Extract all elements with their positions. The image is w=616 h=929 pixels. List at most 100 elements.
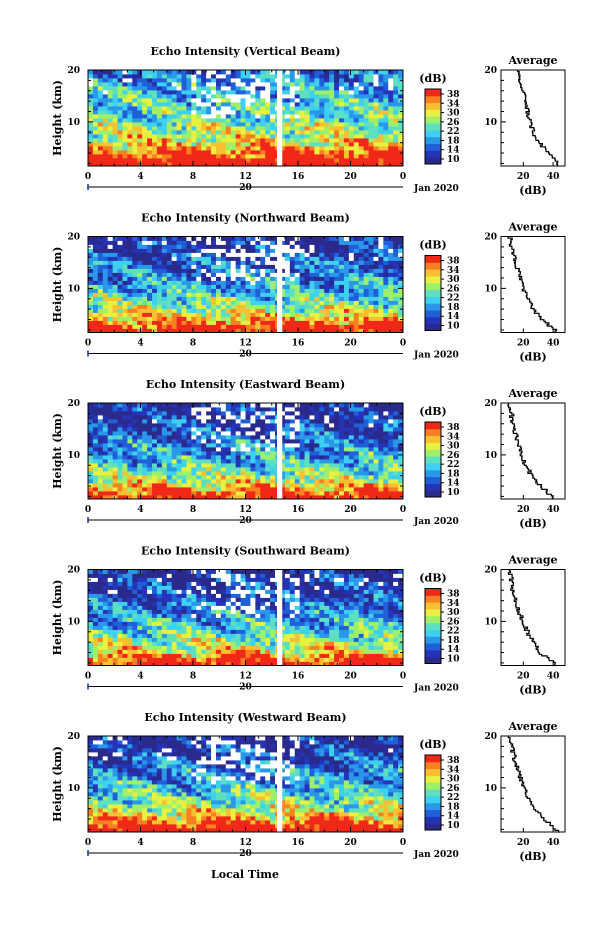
heatmap-cell <box>343 150 350 155</box>
heatmap-cell <box>137 90 143 95</box>
heatmap-cell <box>240 102 246 107</box>
heatmap-cell <box>398 495 404 500</box>
heatmap-cell <box>156 240 163 245</box>
heatmap-cell <box>289 248 296 253</box>
heatmap-cell <box>127 300 133 305</box>
heatmap-cell <box>329 320 335 325</box>
heatmap-cell <box>284 300 291 305</box>
heatmap-cell <box>284 260 291 265</box>
heatmap-cell <box>339 118 345 123</box>
heatmap-cell <box>211 236 217 241</box>
heatmap-cell <box>393 459 399 464</box>
heatmap-cell <box>334 154 340 159</box>
heatmap-cell <box>161 451 168 456</box>
heatmap-cell <box>132 102 138 107</box>
heatmap-cell <box>314 154 320 159</box>
heatmap-cell <box>314 443 320 448</box>
x-tick-label: 0 <box>85 172 91 182</box>
heatmap-cell <box>393 491 399 496</box>
heatmap-cell <box>348 74 355 79</box>
heatmap-cell <box>245 142 251 147</box>
heatmap-cell <box>284 483 291 488</box>
heatmap-cell <box>201 423 207 428</box>
heatmap-cell <box>220 483 227 488</box>
heatmap-cell <box>339 82 345 87</box>
heatmap-cell <box>220 288 227 293</box>
heatmap-cell <box>215 300 222 305</box>
heatmap-cell <box>142 248 148 253</box>
heatmap-cell <box>255 463 261 468</box>
heatmap-cell <box>245 284 251 289</box>
heatmap-cell <box>260 284 266 289</box>
heatmap-cell <box>368 423 374 428</box>
heatmap-cell <box>299 90 305 95</box>
heatmap-cell <box>319 320 325 325</box>
heatmap-cell <box>245 70 251 75</box>
heatmap-cell <box>151 316 158 321</box>
heatmap-cell <box>388 162 394 167</box>
heatmap-cell <box>289 70 296 75</box>
heatmap-cell <box>299 138 305 143</box>
heatmap-cell <box>270 328 276 333</box>
heatmap-cell <box>265 256 271 261</box>
heatmap-cell <box>122 142 128 147</box>
heatmap-cell <box>206 106 212 111</box>
heatmap-cell <box>398 455 404 460</box>
heatmap-cell <box>151 300 158 305</box>
heatmap-cell <box>373 256 379 261</box>
heatmap-cell <box>343 439 350 444</box>
heatmap-cell <box>102 130 109 135</box>
heatmap-cell <box>339 236 345 241</box>
heatmap-cell <box>368 487 374 492</box>
heatmap-cell <box>324 264 330 269</box>
heatmap-cell <box>299 483 305 488</box>
heatmap-cell <box>196 122 202 127</box>
heatmap-cell <box>398 312 404 317</box>
heatmap-cell <box>304 162 310 167</box>
heatmap-cell <box>166 162 173 167</box>
heatmap-cell <box>383 268 389 273</box>
heatmap-cell <box>363 300 369 305</box>
heatmap-cell <box>92 236 99 241</box>
heatmap-cell <box>309 126 315 131</box>
colorbar-swatch <box>425 310 441 318</box>
heatmap-cell <box>309 86 315 91</box>
heatmap-cell <box>373 106 379 111</box>
heatmap-cell <box>358 70 365 75</box>
heatmap-cell <box>368 90 374 95</box>
heatmap-cell <box>250 268 256 273</box>
heatmap-cell <box>186 491 192 496</box>
heatmap-cell <box>363 475 369 480</box>
heatmap-cell <box>97 467 104 472</box>
heatmap-cell <box>363 138 369 143</box>
heatmap-cell <box>245 328 251 333</box>
heatmap-cell <box>255 447 261 452</box>
heatmap-cell <box>156 256 163 261</box>
heatmap-cell <box>132 487 138 492</box>
heatmap-cell <box>211 280 217 285</box>
heatmap-cell <box>240 308 246 313</box>
heatmap-cell <box>196 244 202 249</box>
heatmap-cell <box>353 118 360 123</box>
heatmap-cell <box>171 106 177 111</box>
heatmap-cell <box>260 463 266 468</box>
heatmap-cell <box>294 459 301 464</box>
heatmap-cell <box>343 292 350 297</box>
heatmap-cell <box>117 154 123 159</box>
heatmap-cell <box>142 86 148 91</box>
heatmap-cell <box>378 312 384 317</box>
heatmap-cell <box>363 459 369 464</box>
heatmap-cell <box>309 252 315 257</box>
heatmap-cell <box>383 419 389 424</box>
heatmap-cell <box>191 328 197 333</box>
heatmap-cell <box>225 252 232 257</box>
heatmap-cell <box>343 320 350 325</box>
heatmap-cell <box>240 471 246 476</box>
heatmap-cell <box>329 495 335 500</box>
heatmap-cell <box>97 300 104 305</box>
heatmap-cell <box>215 248 222 253</box>
heatmap-cell <box>299 264 305 269</box>
heatmap-cell <box>161 328 168 333</box>
heatmap-cell <box>137 304 143 309</box>
heatmap-cell <box>176 312 182 317</box>
